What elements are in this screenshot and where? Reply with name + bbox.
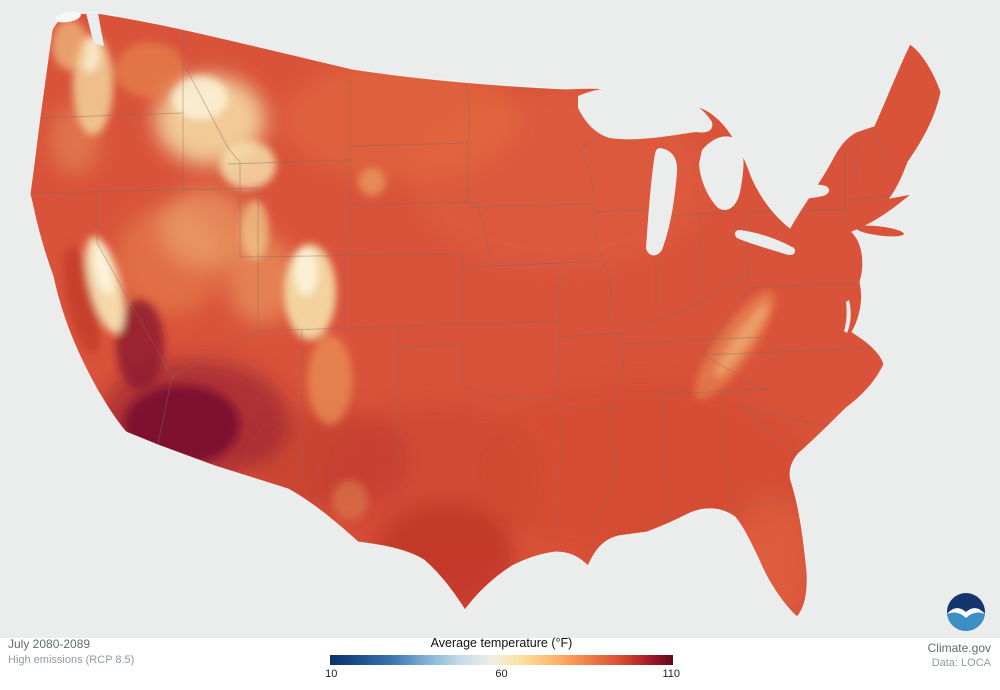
legend-tick-min: 10: [325, 668, 338, 680]
us-outline: [29, 12, 942, 618]
lake-michigan: [646, 148, 678, 256]
legend-colorbar: [330, 655, 673, 665]
seagull-icon: [947, 608, 985, 618]
lake-ontario: [777, 184, 830, 201]
site-credit: Climate.gov: [927, 641, 991, 655]
legend-tick-mid: 60: [495, 668, 508, 680]
lake-erie: [734, 230, 795, 256]
time-period-label: July 2080-2089: [8, 637, 91, 651]
legend-tick-max: 110: [662, 668, 681, 680]
vancouver-island: [55, 11, 81, 23]
emissions-scenario-label: High emissions (RCP 8.5): [8, 653, 135, 666]
state-borders: [31, 16, 901, 549]
chesapeake-bay: [844, 300, 851, 333]
puget-sound: [86, 13, 104, 46]
credits: Climate.gov Data: LOCA: [928, 640, 991, 671]
legend-ticks: 10 60 110: [325, 668, 680, 682]
noaa-logo: [947, 593, 985, 631]
long-island: [856, 225, 904, 237]
map-caption: July 2080-2089 High emissions (RCP 8.5): [8, 637, 134, 667]
great-lakes: [55, 11, 851, 333]
lake-huron: [699, 136, 744, 211]
legend-title: Average temperature (°F): [430, 636, 573, 650]
data-source-credit: Data: LOCA: [931, 657, 991, 670]
lake-superior: [578, 87, 713, 140]
temperature-legend: Average temperature (°F) 10 60 110: [325, 636, 680, 682]
